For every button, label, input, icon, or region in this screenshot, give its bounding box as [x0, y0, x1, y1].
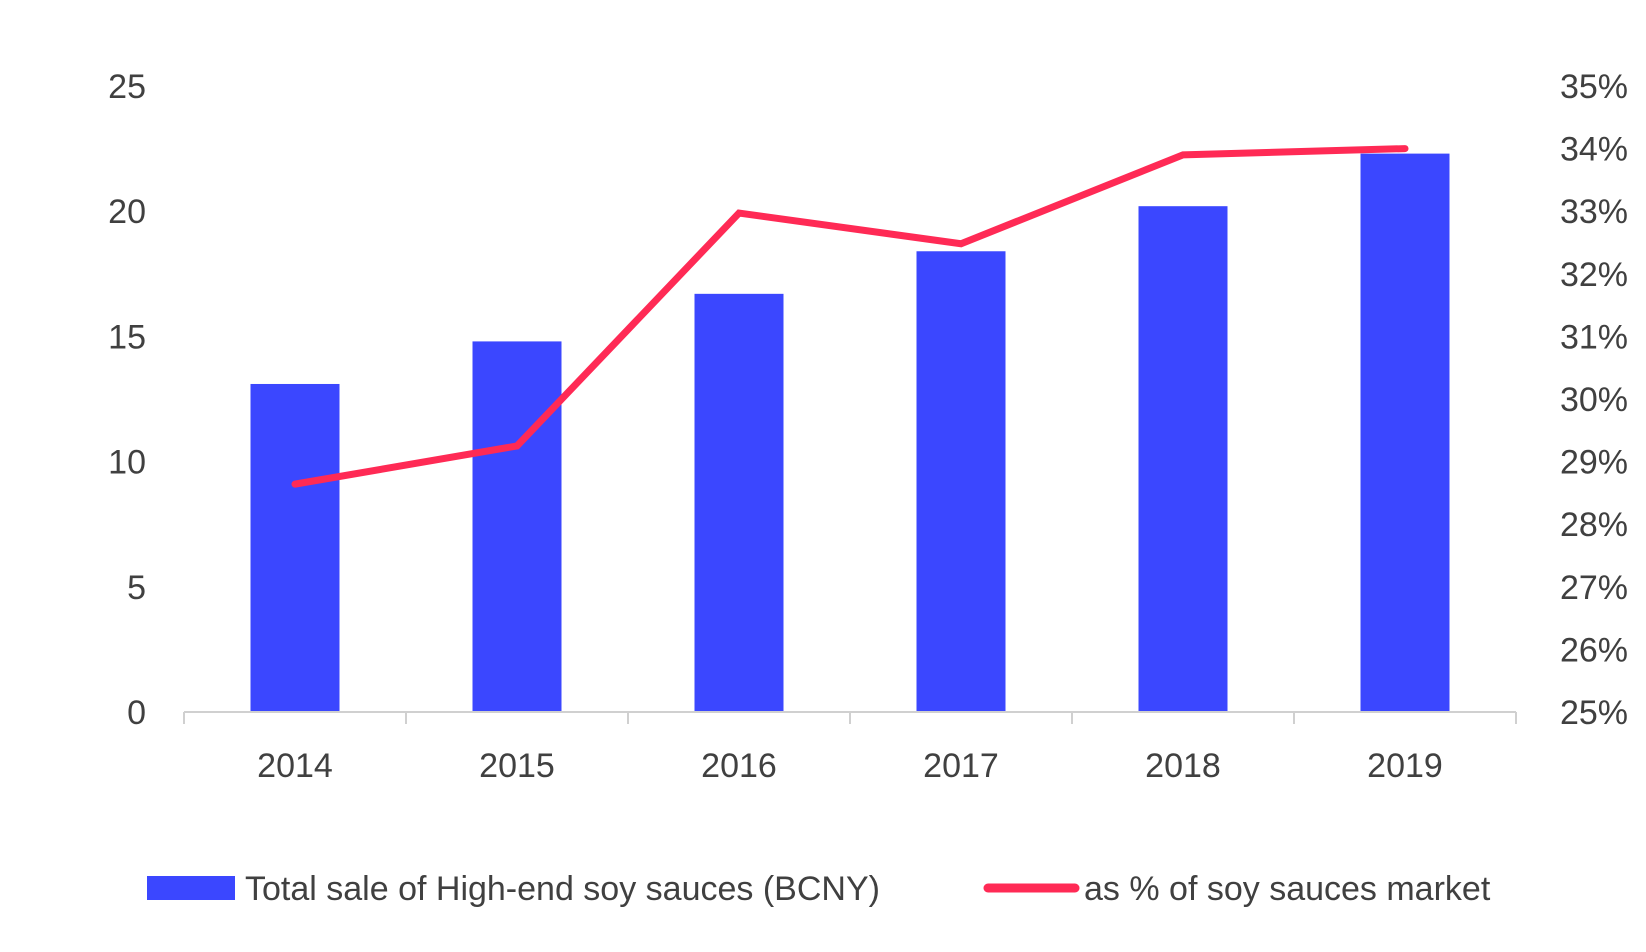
line-layer	[291, 145, 1409, 488]
right-y-tick-label: 31%	[1560, 318, 1628, 356]
x-tick-label: 2016	[701, 747, 777, 785]
legend-label-line: as % of soy sauces market	[1084, 870, 1491, 908]
right-y-axis: 25% 26% 27% 28% 29% 30% 31% 32% 33% 34% 35%	[1560, 68, 1628, 732]
left-y-tick-label: 20	[108, 193, 146, 231]
bar-2015	[472, 341, 562, 712]
right-y-tick-label: 27%	[1560, 569, 1628, 607]
left-y-tick-label: 25	[108, 68, 146, 106]
bar-2014	[250, 383, 340, 712]
line-series-share	[291, 145, 1409, 488]
legend-label-bar: Total sale of High-end soy sauces (BCNY)	[245, 870, 880, 908]
right-y-tick-label: 32%	[1560, 256, 1628, 294]
right-y-tick-label: 26%	[1560, 631, 1628, 669]
left-y-axis: 0 5 10 15 20 25	[108, 68, 146, 732]
x-tick-label: 2017	[923, 747, 999, 785]
right-y-tick-label: 29%	[1560, 444, 1628, 482]
bar-2016	[694, 293, 784, 712]
right-y-tick-label: 28%	[1560, 506, 1628, 544]
right-y-tick-label: 25%	[1560, 694, 1628, 732]
left-y-tick-label: 5	[127, 569, 146, 607]
left-y-tick-label: 0	[127, 694, 146, 732]
x-tick-label: 2019	[1367, 747, 1443, 785]
right-y-tick-label: 34%	[1560, 131, 1628, 169]
left-y-tick-label: 10	[108, 444, 146, 482]
bar-2017	[916, 251, 1006, 712]
x-tick-label: 2018	[1145, 747, 1221, 785]
bar-2019	[1360, 153, 1450, 712]
right-y-tick-label: 33%	[1560, 193, 1628, 231]
right-y-tick-label: 30%	[1560, 381, 1628, 419]
bars-layer	[250, 153, 1450, 712]
x-axis: 2014 2015 2016 2017 2018 2019	[183, 711, 1517, 785]
left-y-tick-label: 15	[108, 318, 146, 356]
legend-swatch-bar	[147, 876, 235, 900]
x-tick-label: 2015	[479, 747, 555, 785]
x-tick-label: 2014	[257, 747, 333, 785]
legend: Total sale of High-end soy sauces (BCNY)…	[147, 870, 1491, 908]
bar-2018	[1138, 206, 1228, 712]
right-y-tick-label: 35%	[1560, 68, 1628, 106]
